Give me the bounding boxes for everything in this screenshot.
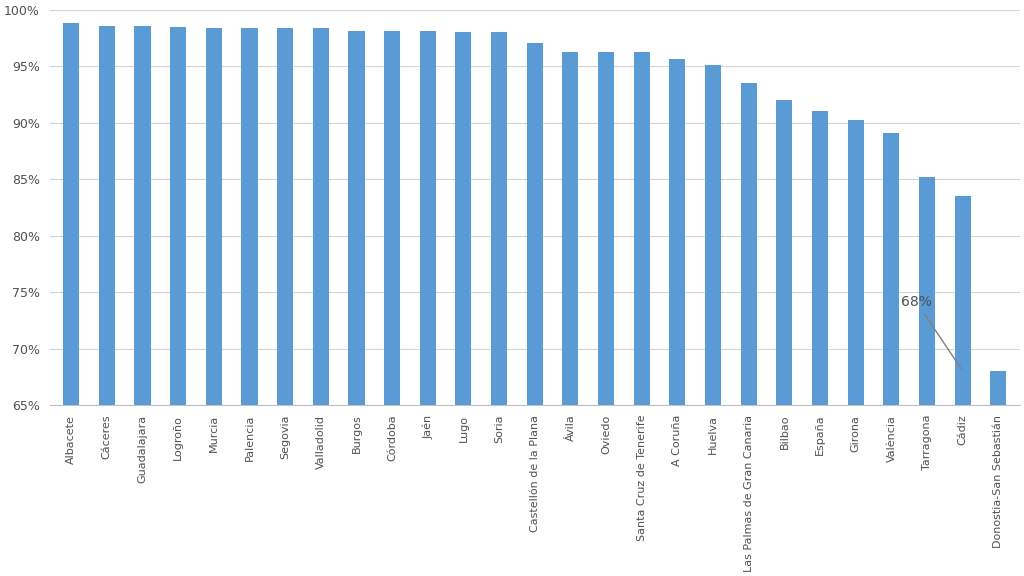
Bar	[598, 52, 614, 576]
Bar	[98, 25, 115, 576]
Bar	[170, 26, 186, 576]
Bar	[920, 177, 935, 576]
Bar	[848, 120, 864, 576]
Bar	[456, 32, 471, 576]
Bar	[312, 28, 329, 576]
Bar	[884, 133, 899, 576]
Bar	[492, 32, 507, 576]
Bar	[706, 65, 721, 576]
Bar	[740, 83, 757, 576]
Bar	[634, 52, 650, 576]
Bar	[134, 25, 151, 576]
Bar	[206, 28, 222, 576]
Bar	[420, 31, 436, 576]
Bar	[526, 43, 543, 576]
Bar	[990, 371, 1007, 576]
Bar	[954, 196, 971, 576]
Bar	[562, 52, 579, 576]
Bar	[776, 100, 793, 576]
Bar	[63, 24, 79, 576]
Bar	[278, 28, 293, 576]
Text: 68%: 68%	[901, 295, 962, 369]
Bar	[812, 111, 828, 576]
Bar	[242, 28, 257, 576]
Bar	[384, 31, 400, 576]
Bar	[348, 31, 365, 576]
Bar	[670, 59, 685, 576]
